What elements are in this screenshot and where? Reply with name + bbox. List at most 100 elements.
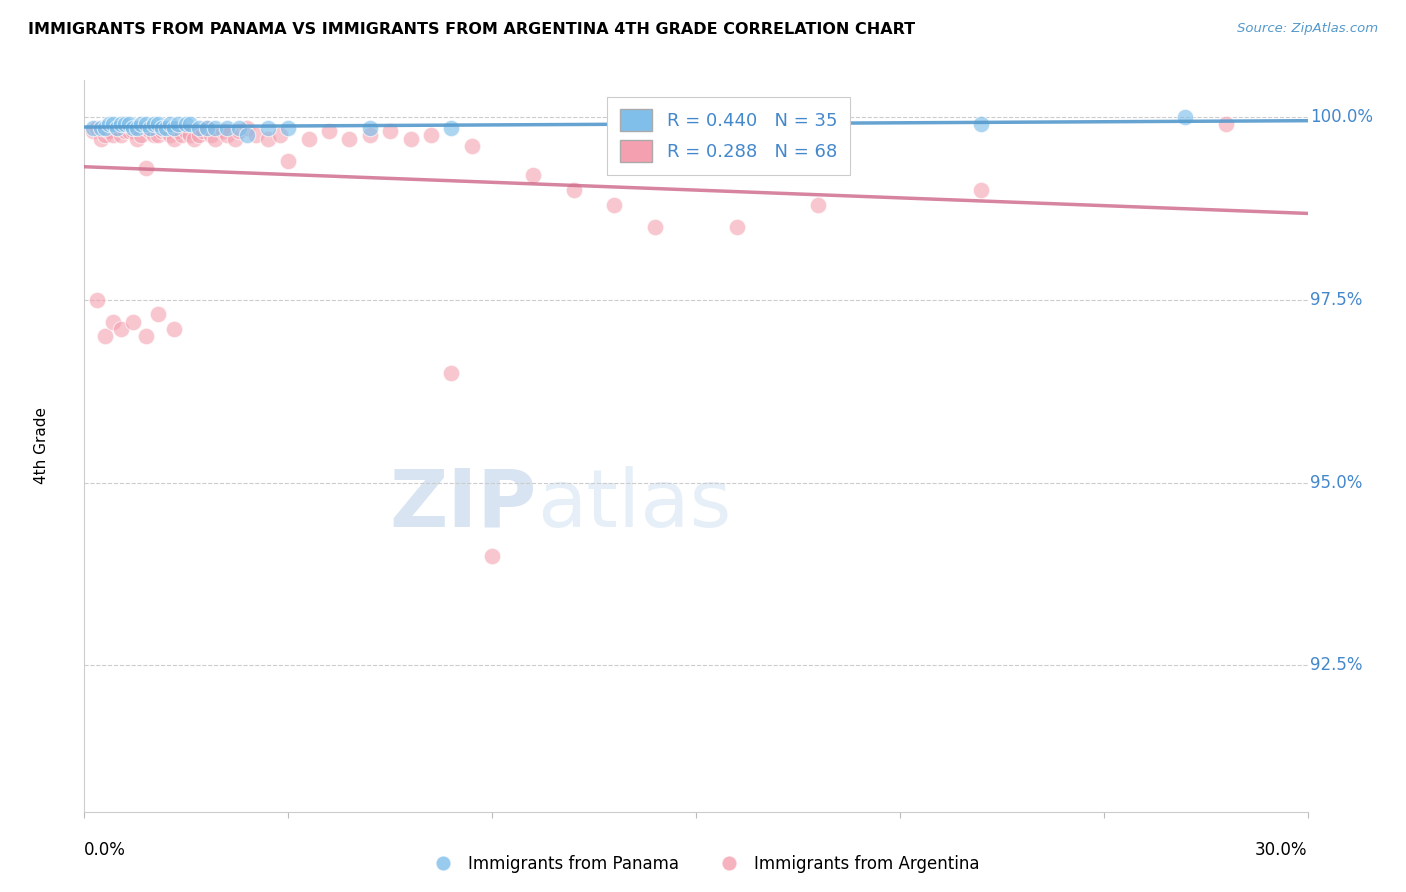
Point (217, 120, 239, 135)
Point (359, 120, 381, 135)
Legend: Immigrants from Panama, Immigrants from Argentina: Immigrants from Panama, Immigrants from … (420, 848, 986, 880)
Point (86, 120, 108, 135)
Point (204, 120, 226, 135)
Point (204, 132, 226, 146)
Point (118, 117, 141, 131)
Point (122, 120, 145, 135)
Point (970, 183, 993, 197)
Point (131, 128, 153, 142)
Point (138, 124, 160, 138)
Point (257, 120, 280, 135)
Point (277, 153, 299, 168)
Point (150, 124, 173, 138)
Text: 97.5%: 97.5% (1310, 291, 1362, 309)
Text: 4th Grade: 4th Grade (34, 408, 49, 484)
Point (339, 132, 360, 146)
Point (93, 128, 115, 142)
Point (318, 124, 340, 138)
Point (522, 169, 544, 183)
Point (122, 315, 145, 329)
Text: 0.0%: 0.0% (84, 841, 127, 859)
Point (970, 117, 993, 131)
Text: 95.0%: 95.0% (1310, 474, 1362, 491)
Point (101, 315, 124, 329)
Point (200, 128, 222, 142)
Point (142, 128, 165, 142)
Point (174, 124, 197, 138)
Point (269, 128, 291, 142)
Point (167, 124, 190, 138)
Point (150, 120, 173, 135)
Point (163, 120, 186, 135)
Point (1174, 110, 1197, 124)
Point (127, 120, 149, 135)
Point (135, 161, 157, 175)
Point (163, 132, 186, 146)
Point (101, 117, 124, 131)
Point (138, 120, 160, 135)
Point (195, 120, 218, 135)
Text: Source: ZipAtlas.com: Source: ZipAtlas.com (1237, 22, 1378, 36)
Point (142, 117, 165, 131)
Point (179, 128, 201, 142)
Point (195, 120, 218, 135)
Point (228, 120, 250, 135)
Point (257, 132, 280, 146)
Point (298, 132, 321, 146)
Point (90, 120, 112, 135)
Point (110, 128, 132, 142)
Point (114, 124, 136, 138)
Point (212, 124, 235, 138)
Point (191, 124, 214, 138)
Point (440, 366, 463, 380)
Point (155, 120, 177, 135)
Text: 30.0%: 30.0% (1256, 841, 1308, 859)
Text: 92.5%: 92.5% (1310, 657, 1362, 674)
Point (159, 117, 181, 131)
Point (420, 128, 443, 142)
Point (245, 128, 267, 142)
Point (187, 128, 209, 142)
Point (114, 117, 136, 131)
Point (163, 322, 186, 336)
Point (93, 120, 115, 135)
Point (725, 219, 748, 234)
Point (131, 117, 153, 131)
Point (93, 329, 115, 343)
Point (135, 120, 157, 135)
Point (155, 124, 177, 138)
Point (159, 128, 181, 142)
Point (236, 128, 259, 142)
Point (562, 183, 585, 197)
Point (105, 120, 128, 135)
Point (399, 132, 422, 146)
Point (277, 120, 299, 135)
Point (97, 117, 120, 131)
Point (217, 128, 239, 142)
Point (97, 124, 120, 138)
Point (440, 120, 463, 135)
Point (167, 117, 190, 131)
Point (183, 132, 205, 146)
Point (105, 120, 128, 135)
Point (135, 117, 157, 131)
Point (481, 549, 503, 563)
Text: 100.0%: 100.0% (1310, 108, 1374, 126)
Point (380, 124, 402, 138)
Legend: R = 0.440   N = 35, R = 0.288   N = 68: R = 0.440 N = 35, R = 0.288 N = 68 (607, 96, 849, 175)
Point (122, 124, 145, 138)
Point (187, 120, 209, 135)
Point (174, 117, 197, 131)
Point (1215, 117, 1237, 131)
Point (110, 117, 132, 131)
Point (118, 124, 141, 138)
Point (224, 132, 246, 146)
Point (228, 124, 250, 138)
Point (603, 197, 626, 211)
Point (135, 329, 157, 343)
Point (359, 128, 381, 142)
Point (236, 120, 259, 135)
Point (644, 219, 666, 234)
Point (86, 293, 108, 307)
Point (101, 128, 124, 142)
